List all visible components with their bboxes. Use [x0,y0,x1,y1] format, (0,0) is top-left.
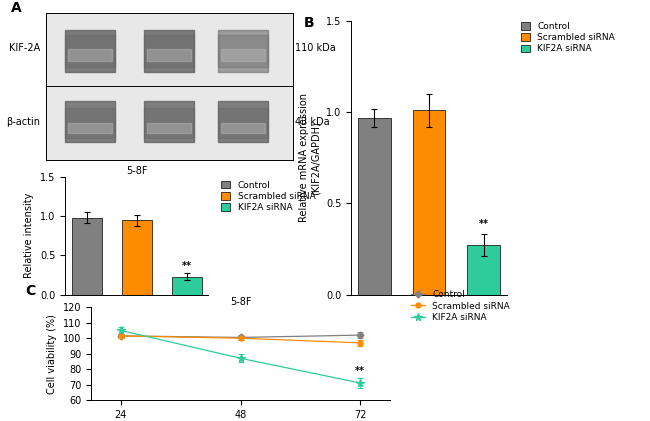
Bar [122,220,151,295]
Bar [144,108,194,138]
Bar [218,35,268,67]
Text: β-actin: β-actin [6,117,40,127]
Bar [147,49,191,61]
Text: KIF-2A: KIF-2A [9,43,40,53]
Y-axis label: Relative mRNA expression
(KIF2A/GAPDH): Relative mRNA expression (KIF2A/GAPDH) [299,93,320,222]
Legend: Control, Scrambled siRNA, KIF2A siRNA: Control, Scrambled siRNA, KIF2A siRNA [410,289,512,324]
Text: **: ** [478,219,489,229]
Bar [467,245,500,295]
Legend: Control, Scrambled siRNA, KIF2A siRNA: Control, Scrambled siRNA, KIF2A siRNA [220,179,317,214]
Bar [144,30,194,72]
Text: 110 kDa: 110 kDa [295,43,335,53]
Bar [218,108,268,138]
Bar [221,49,265,61]
Text: C: C [25,284,36,298]
Text: **: ** [181,261,192,271]
Bar [65,101,114,142]
Bar [72,218,101,295]
Bar [358,118,391,295]
Bar [218,30,268,72]
Text: A: A [11,1,21,15]
Text: 43 kDa: 43 kDa [295,117,330,127]
Bar [218,101,268,142]
Bar [65,108,114,138]
Legend: Control, Scrambled siRNA, KIF2A siRNA: Control, Scrambled siRNA, KIF2A siRNA [519,20,617,55]
Bar [172,277,202,295]
Title: 5-8F: 5-8F [125,166,148,176]
Text: **: ** [355,366,365,376]
Title: 5-8F: 5-8F [229,296,252,306]
Bar [221,123,265,133]
Bar [65,30,114,72]
Y-axis label: Cell viability (%): Cell viability (%) [47,314,57,394]
Bar [413,110,445,295]
Bar [144,101,194,142]
Bar [144,35,194,67]
Bar [147,123,191,133]
Bar [68,49,112,61]
Bar [68,123,112,133]
Y-axis label: Relative intensity: Relative intensity [24,193,34,278]
Text: B: B [304,16,315,29]
Bar [65,35,114,67]
